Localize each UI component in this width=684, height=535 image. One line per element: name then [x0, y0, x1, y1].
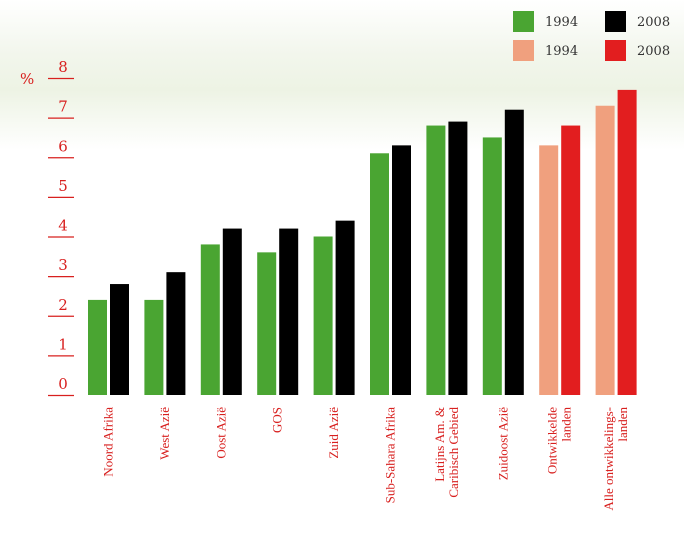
legend-swatch: [605, 11, 626, 32]
x-category-label: Zuid Azië: [326, 407, 341, 459]
bar-2008-9: [617, 89, 637, 395]
bar-1994-6: [426, 125, 446, 396]
bar-1994-2: [200, 244, 220, 395]
x-category-label: landen: [559, 407, 574, 442]
x-category-label: landen: [615, 407, 630, 442]
bar-2008-5: [392, 145, 411, 395]
y-tick-label: 6: [58, 137, 68, 155]
bar-2008-4: [335, 220, 355, 395]
legend-label: 1994: [545, 15, 578, 30]
y-tick-label: 7: [58, 98, 68, 116]
y-tick-label: 1: [58, 335, 68, 353]
legend: 1994 2008 1994 2008: [513, 11, 670, 61]
bar-2008-0: [110, 284, 129, 395]
bar-1994-7: [482, 137, 502, 395]
legend-label: 2008: [637, 15, 670, 30]
y-tick-label: 4: [58, 217, 68, 235]
legend-label: 1994: [545, 44, 578, 59]
x-category-label: GOS: [270, 407, 285, 433]
x-category-label: Caribisch Gebied: [446, 407, 461, 498]
bar-1994-5: [370, 153, 389, 395]
y-tick-label: 5: [58, 177, 68, 195]
x-category-label: Alle ontwikkelings-: [601, 407, 616, 511]
bar-2008-3: [279, 228, 299, 395]
bar-2008-6: [448, 121, 468, 396]
x-axis-labels: Noord Afrika West Azië Oost Azië GOS Zuid Az…: [101, 407, 631, 511]
legend-swatch: [513, 11, 534, 32]
y-tick-label: 8: [58, 58, 68, 76]
bar-1994-0: [88, 299, 107, 395]
bar-1994-1: [144, 299, 164, 395]
x-category-label: Oost Azië: [213, 407, 228, 459]
x-category-label: Zuidoost Azië: [495, 407, 510, 481]
bar-1994-9: [595, 105, 615, 396]
bars: [88, 89, 637, 396]
y-tick-label: 0: [58, 375, 68, 393]
y-unit-label: %: [20, 70, 34, 88]
x-category-label: Latijns Am. &: [432, 407, 447, 482]
y-tick-label: 2: [58, 296, 68, 314]
bar-2008-8: [561, 125, 581, 396]
bar-1994-3: [257, 252, 277, 395]
x-category-label: West Azië: [157, 407, 172, 460]
x-category-label: Ontwikkelde: [545, 407, 560, 474]
legend-label: 2008: [637, 44, 670, 59]
x-category-label: Sub-Sahara Afrika: [383, 407, 398, 504]
x-category-label: Noord Afrika: [101, 407, 116, 477]
legend-swatch: [513, 40, 534, 61]
bar-1994-8: [539, 145, 559, 395]
legend-swatch: [605, 40, 626, 61]
bar-2008-2: [222, 228, 242, 395]
bar-2008-1: [166, 272, 186, 395]
y-axis: 0 1 2 3 4 5 6 7 8: [48, 58, 74, 397]
y-tick-label: 3: [58, 256, 68, 274]
bar-1994-4: [313, 236, 333, 395]
bar-2008-7: [504, 109, 524, 395]
